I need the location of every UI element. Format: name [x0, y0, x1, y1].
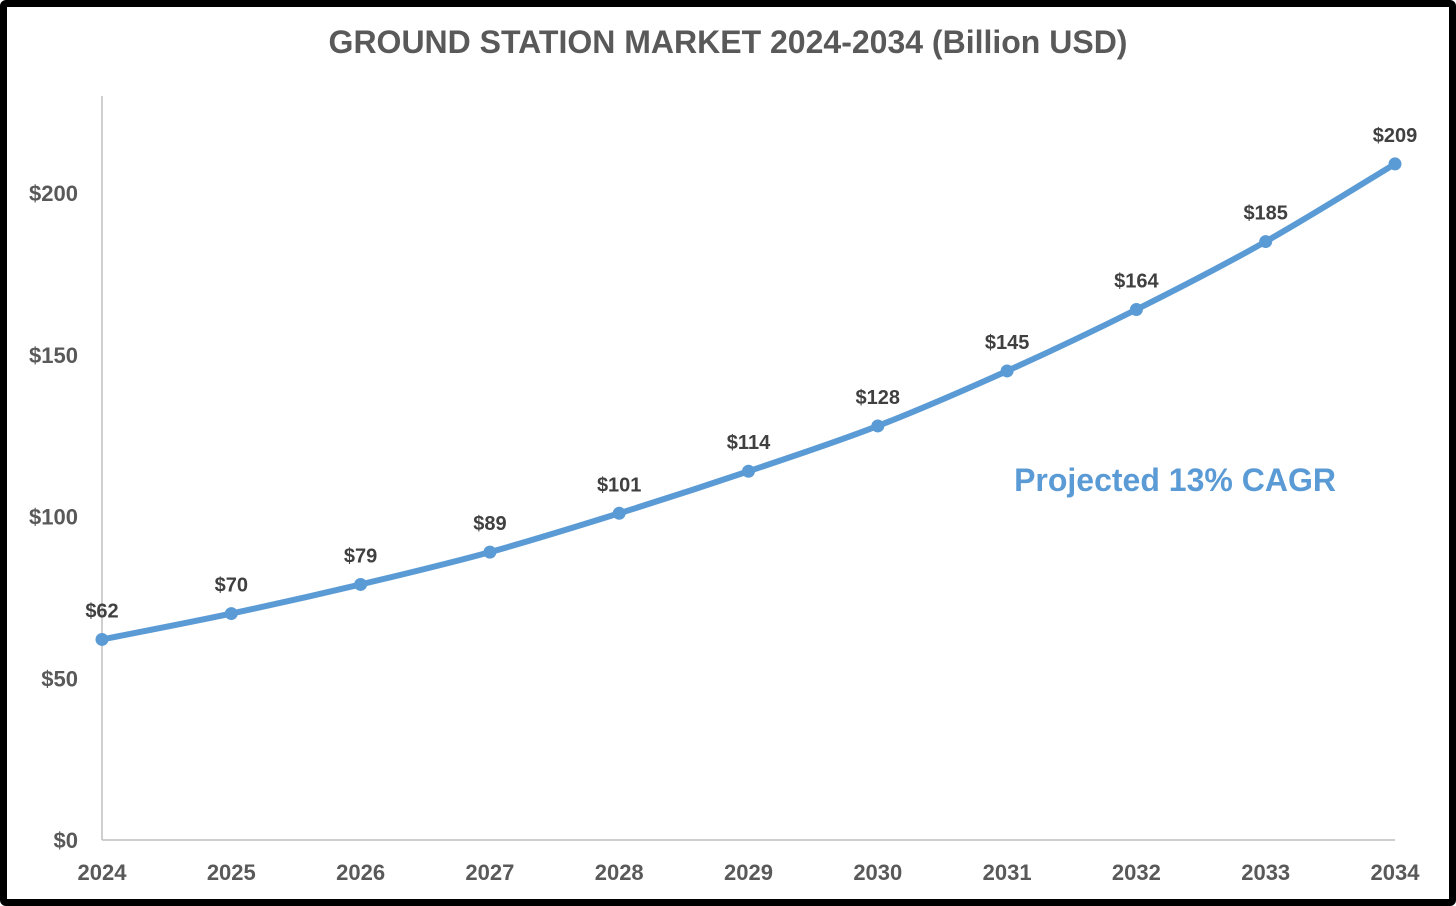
y-tick-label: $150 — [29, 343, 78, 368]
axes — [101, 96, 1395, 841]
data-label: $114 — [727, 432, 771, 454]
data-point — [612, 506, 626, 520]
series-markers — [95, 157, 1402, 646]
cagr-annotation: Projected 13% CAGR — [1014, 462, 1336, 498]
data-point — [871, 419, 885, 433]
data-label: $101 — [597, 474, 642, 496]
x-tick-label: 2026 — [336, 860, 385, 885]
data-point — [1129, 302, 1143, 316]
x-tick-label: 2033 — [1241, 860, 1290, 885]
x-tick-label: 2029 — [724, 860, 773, 885]
data-label: $89 — [473, 513, 506, 535]
x-tick-label: 2028 — [595, 860, 644, 885]
data-label: $185 — [1243, 203, 1288, 225]
x-tick-label: 2030 — [853, 860, 902, 885]
data-point — [1388, 157, 1402, 171]
x-tick-label: 2032 — [1112, 860, 1161, 885]
data-point — [95, 632, 109, 646]
data-label: $70 — [215, 575, 248, 597]
y-tick-label: $100 — [29, 505, 78, 530]
data-point — [483, 545, 497, 559]
x-tick-label: 2027 — [465, 860, 514, 885]
data-label: $145 — [985, 332, 1030, 354]
data-point — [354, 577, 368, 591]
y-tick-label: $0 — [54, 828, 78, 853]
data-label: $164 — [1114, 270, 1159, 292]
data-label: $128 — [856, 387, 901, 409]
y-tick-label: $200 — [29, 181, 78, 206]
data-labels: $62 $70 $79 $89 $101 $114 $128 $145 $164 $185 $209 — [85, 125, 1417, 623]
x-tick-label: 2034 — [1371, 860, 1421, 885]
data-point — [1000, 364, 1014, 378]
data-point — [742, 464, 755, 478]
chart-title: GROUND STATION MARKET 2024-2034 (Billion… — [328, 24, 1128, 60]
data-label: $209 — [1373, 125, 1418, 147]
y-tick-label: $50 — [41, 666, 78, 691]
series-line — [99, 160, 1398, 643]
tick-labels: $0 $50 $100 $150 $200 2024 2025 2026 2027 2028 202… — [29, 181, 1420, 885]
x-tick-label: 2024 — [78, 860, 128, 885]
x-tick-label: 2025 — [207, 860, 256, 885]
x-tick-label: 2031 — [983, 860, 1032, 885]
data-label: $62 — [85, 600, 118, 622]
data-label: $79 — [344, 545, 377, 567]
data-point — [224, 607, 238, 621]
data-point — [1259, 235, 1273, 249]
